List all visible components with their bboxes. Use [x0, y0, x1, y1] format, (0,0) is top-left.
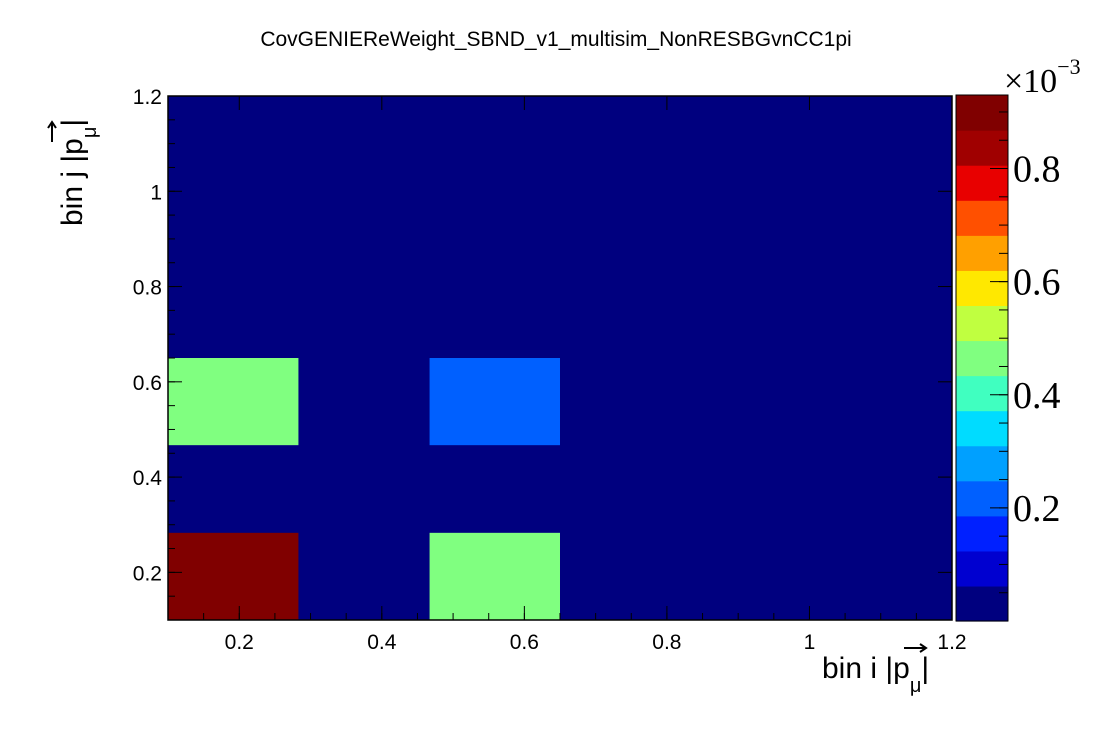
colorbar-multiplier-exponent: −3 — [1057, 54, 1080, 79]
y-tick-label: 1 — [150, 181, 162, 204]
x-axis-ticks: 0.2 0.4 0.6 0.8 1 1.2 — [167, 96, 967, 654]
colorbar-segment — [956, 515, 1008, 552]
x-tick-label: 0.2 — [225, 631, 254, 654]
colorbar-segment — [956, 375, 1008, 412]
svg-text:bin j |pμ|: bin j |pμ| — [56, 119, 101, 226]
x-axis-label-main: bin i | — [822, 652, 893, 685]
colorbar-segment — [956, 270, 1008, 306]
y-axis-label-mu: μ — [79, 127, 101, 139]
x-axis-label-p: p — [893, 652, 910, 685]
colorbar-segment — [956, 130, 1008, 166]
x-axis-label: bin i |pμ| — [822, 643, 929, 697]
x-tick-label: 1 — [804, 631, 816, 654]
y-axis-label-p: p — [56, 138, 89, 155]
heatmap-cell — [429, 532, 560, 620]
x-axis-label-mu: μ — [910, 675, 922, 697]
y-tick-label: 0.2 — [133, 562, 162, 585]
colorbar-segment — [956, 480, 1008, 517]
x-tick-label: 0.4 — [367, 631, 397, 654]
heatmap-cell — [429, 358, 560, 446]
colorbar-ticks: 0.2 0.4 0.6 0.8 — [990, 111, 1061, 594]
colorbar-tick-label: 0.4 — [1013, 375, 1061, 417]
heatmap-cell — [168, 358, 299, 446]
colorbar-tick-label: 0.6 — [1013, 262, 1061, 304]
colorbar — [955, 94, 1009, 622]
x-tick-label: 1.2 — [937, 631, 966, 654]
y-axis-label: bin j |pμ| — [47, 119, 101, 226]
colorbar-segment — [956, 95, 1008, 131]
y-axis-label-close: | — [56, 119, 89, 127]
x-axis-label-vector-arrow — [904, 643, 928, 653]
colorbar-segment — [956, 410, 1008, 447]
y-tick-label: 1.2 — [133, 86, 162, 109]
y-axis-label-main: bin j | — [56, 155, 89, 226]
colorbar-segment — [956, 165, 1008, 201]
heatmap-cell — [168, 532, 299, 620]
colorbar-segment — [956, 585, 1008, 622]
colorbar-segment — [956, 200, 1008, 236]
x-tick-label: 0.6 — [510, 631, 539, 654]
y-tick-label: 0.8 — [133, 277, 162, 300]
colorbar-tick-label: 0.8 — [1013, 149, 1061, 191]
colorbar-segment — [956, 340, 1008, 377]
y-tick-label: 0.6 — [133, 372, 162, 395]
colorbar-segment — [956, 550, 1008, 587]
colorbar-segment — [956, 305, 1008, 342]
chart-title: CovGENIEReWeight_SBND_v1_multisim_NonRES… — [260, 28, 851, 51]
y-tick-label: 0.4 — [133, 467, 163, 490]
svg-text:bin i |pμ|: bin i |pμ| — [822, 652, 929, 697]
colorbar-tick-label: 0.2 — [1013, 488, 1061, 530]
colorbar-multiplier: ×10−3 — [1004, 54, 1081, 100]
plot-area — [167, 95, 953, 621]
x-tick-label: 0.8 — [652, 631, 681, 654]
colorbar-multiplier-base: ×10 — [1004, 63, 1057, 100]
colorbar-frame — [955, 94, 1009, 622]
x-axis-label-close: | — [921, 652, 929, 685]
y-axis-label-vector-arrow — [47, 120, 57, 142]
y-axis-ticks: 0.2 0.4 0.6 0.8 1 1.2 — [133, 86, 952, 621]
